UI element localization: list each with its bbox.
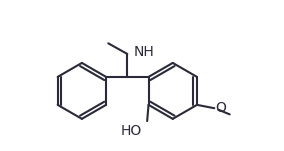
Text: O: O: [216, 101, 226, 115]
Text: HO: HO: [121, 124, 142, 138]
Text: NH: NH: [133, 45, 154, 59]
